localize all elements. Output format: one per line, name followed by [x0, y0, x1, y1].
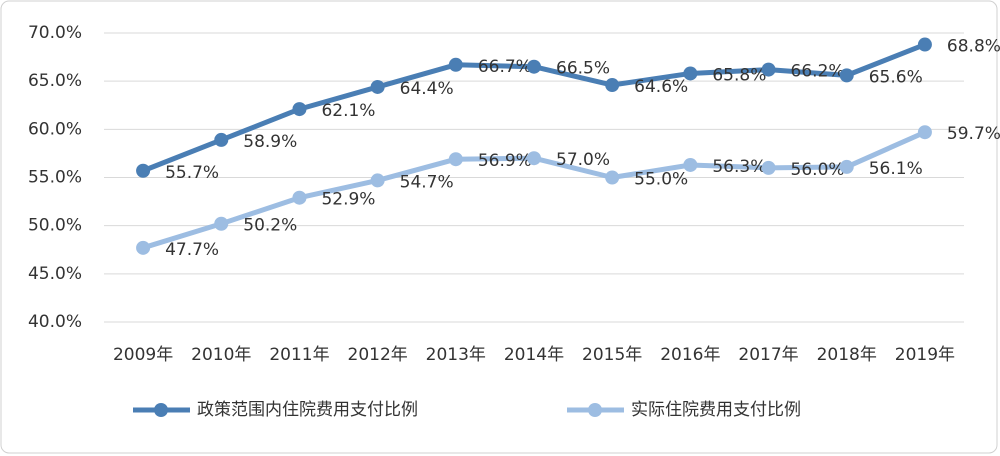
y-tick-label: 60.0% — [28, 119, 82, 139]
data-point — [527, 59, 541, 74]
data-point — [761, 160, 776, 175]
data-label: 54.7% — [400, 172, 454, 192]
data-label: 66.2% — [791, 62, 845, 82]
data-label: 62.1% — [321, 101, 375, 121]
data-point — [136, 240, 151, 255]
data-point — [292, 190, 307, 205]
data-label: 59.7% — [947, 124, 1000, 144]
data-point — [683, 157, 698, 172]
data-label: 56.3% — [712, 157, 766, 177]
data-point — [214, 216, 229, 231]
y-tick-label: 45.0% — [28, 264, 82, 284]
data-point — [292, 102, 307, 117]
data-point — [683, 66, 698, 81]
data-label: 66.5% — [556, 59, 610, 79]
x-tick-label: 2014年 — [504, 345, 564, 365]
x-tick-label: 2013年 — [426, 345, 486, 365]
data-label: 66.7% — [478, 57, 532, 77]
x-tick-label: 2010年 — [191, 345, 251, 365]
y-tick-label: 70.0% — [28, 23, 82, 43]
data-point — [448, 152, 463, 167]
data-label: 58.9% — [243, 132, 297, 152]
data-point — [136, 163, 151, 178]
y-tick-label: 50.0% — [28, 216, 82, 236]
legend-marker — [588, 403, 602, 417]
data-point — [527, 151, 541, 166]
x-tick-label: 2015年 — [582, 345, 642, 365]
data-label: 55.0% — [634, 170, 688, 190]
y-tick-label: 55.0% — [28, 168, 82, 188]
data-label: 65.8% — [712, 65, 766, 85]
legend-marker — [154, 403, 168, 417]
data-point — [370, 79, 385, 94]
x-tick-label: 2012年 — [348, 345, 408, 365]
x-tick-label: 2018年 — [817, 345, 877, 365]
data-point — [605, 170, 620, 185]
data-point — [448, 57, 463, 72]
x-tick-label: 2011年 — [269, 345, 329, 365]
data-label: 57.0% — [556, 150, 610, 170]
data-label: 50.2% — [243, 216, 297, 236]
data-point — [605, 78, 620, 93]
legend-label: 政策范围内住院费用支付比例 — [197, 400, 418, 420]
data-label: 68.8% — [947, 37, 1000, 57]
legend-label: 实际住院费用支付比例 — [631, 400, 801, 420]
data-point — [839, 159, 854, 174]
x-tick-label: 2009年 — [113, 345, 173, 365]
data-label: 64.6% — [634, 77, 688, 97]
x-tick-label: 2017年 — [738, 345, 798, 365]
data-label: 47.7% — [165, 240, 219, 260]
data-point — [917, 125, 932, 140]
data-label: 55.7% — [165, 163, 219, 183]
y-tick-label: 65.0% — [28, 71, 82, 91]
data-label: 65.6% — [869, 67, 923, 87]
data-point — [839, 68, 854, 83]
data-label: 64.4% — [400, 79, 454, 99]
data-label: 56.9% — [478, 151, 532, 171]
data-point — [214, 132, 229, 147]
data-label: 56.1% — [869, 159, 923, 179]
data-label: 56.0% — [791, 160, 845, 180]
data-label: 52.9% — [321, 190, 375, 210]
x-tick-label: 2016年 — [660, 345, 720, 365]
data-point — [917, 37, 932, 52]
y-tick-label: 40.0% — [28, 312, 82, 332]
data-point — [370, 173, 385, 188]
data-point — [761, 62, 776, 77]
x-tick-label: 2019年 — [895, 345, 955, 365]
